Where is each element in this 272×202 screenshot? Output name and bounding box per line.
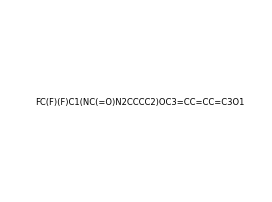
Text: FC(F)(F)C1(NC(=O)N2CCCC2)OC3=CC=CC=C3O1: FC(F)(F)C1(NC(=O)N2CCCC2)OC3=CC=CC=C3O1 — [35, 98, 244, 106]
